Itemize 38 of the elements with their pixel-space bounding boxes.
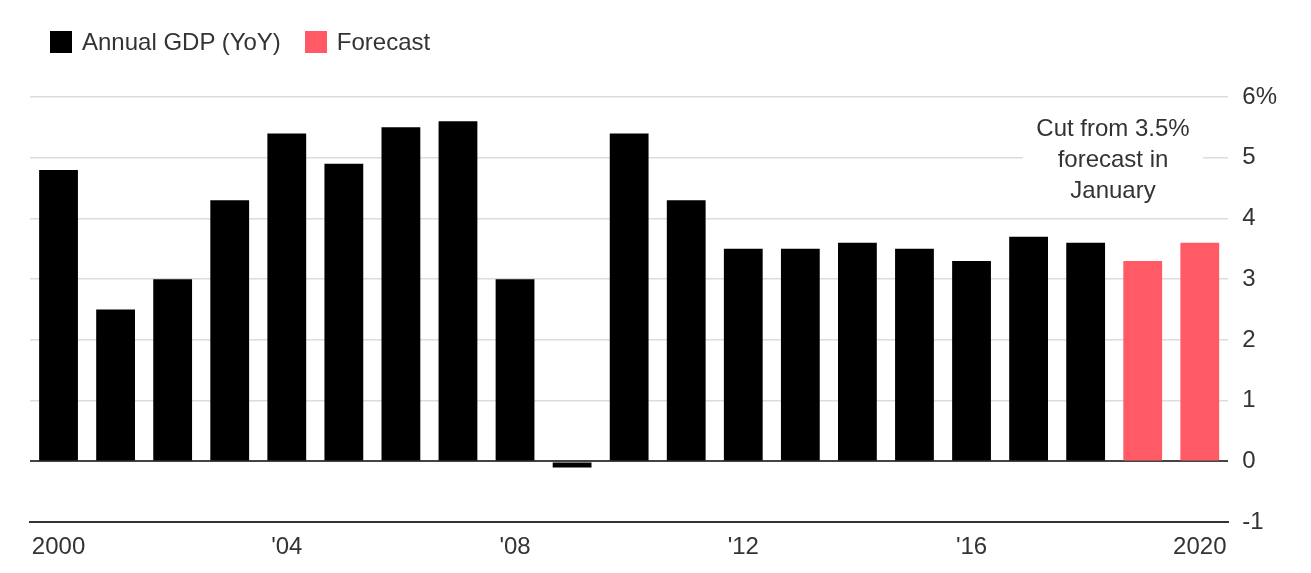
bar — [666, 200, 706, 461]
x-tick-label: '04 — [271, 532, 303, 560]
y-tick-label: 4 — [1242, 203, 1256, 231]
bar — [952, 261, 991, 461]
bar — [552, 462, 592, 468]
x-tick-label: 2000 — [31, 532, 86, 560]
bar — [210, 200, 250, 461]
bar — [780, 248, 820, 461]
bar — [1123, 261, 1163, 461]
bar — [838, 242, 877, 461]
bar — [381, 127, 421, 461]
bar — [895, 248, 934, 461]
y-tick-label: 2 — [1242, 324, 1256, 352]
x-tick-label: '08 — [499, 532, 531, 560]
bar — [438, 121, 478, 461]
y-tick-label: 0 — [1242, 446, 1256, 474]
bar — [39, 169, 78, 461]
y-tick-label: 1 — [1242, 385, 1256, 413]
bar — [1009, 236, 1048, 461]
bar — [1066, 242, 1106, 461]
annotation: Cut from 3.5% forecast in January — [1023, 112, 1203, 205]
bar — [1180, 242, 1220, 461]
bar — [495, 279, 535, 461]
legend-label: Annual GDP (YoY) — [82, 28, 281, 56]
legend-label: Forecast — [336, 28, 431, 56]
bar — [267, 133, 307, 461]
bar — [96, 309, 135, 461]
y-tick-label: 6% — [1242, 81, 1277, 109]
bar — [324, 163, 364, 461]
y-tick-label: 3 — [1242, 263, 1256, 291]
y-tick-label: 5 — [1242, 142, 1256, 170]
x-tick-label: '12 — [727, 532, 759, 560]
x-tick-label: '16 — [955, 532, 988, 560]
bar — [723, 248, 763, 461]
bar — [153, 279, 193, 461]
x-tick-label: 2020 — [1173, 532, 1227, 560]
bar — [609, 133, 649, 461]
y-tick-label: -1 — [1242, 506, 1264, 534]
